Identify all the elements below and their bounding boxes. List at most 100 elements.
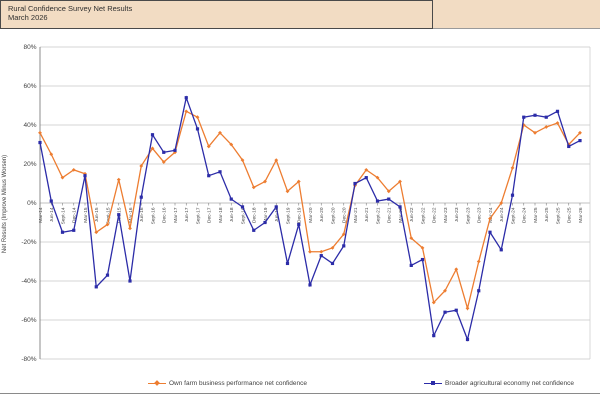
data-point-marker <box>240 158 245 162</box>
x-tick-label: Dec-18 <box>252 207 258 223</box>
x-tick-label: Sept-14 <box>60 207 66 224</box>
x-tick-label: Dec-14 <box>72 207 78 223</box>
data-point-marker <box>94 230 99 235</box>
data-point-marker <box>432 334 436 338</box>
data-point-marker <box>184 109 189 114</box>
data-point-marker <box>150 133 155 137</box>
x-tick-label: Mar-20 <box>308 207 314 223</box>
x-tick-label: Dec-16 <box>162 207 168 223</box>
data-point-marker <box>476 259 481 264</box>
x-tick-label: Jun-21 <box>364 207 370 222</box>
data-point-marker <box>319 254 323 258</box>
legend-label-own-farm: Own farm business performance net confid… <box>169 379 308 387</box>
data-point-marker <box>206 144 211 149</box>
data-point-marker <box>195 115 200 120</box>
data-point-marker <box>195 127 200 131</box>
data-point-marker <box>386 189 391 194</box>
data-point-marker <box>263 179 267 184</box>
y-axis-title: Net Results (Improve Minus Worsen) <box>2 154 8 254</box>
y-tick-label: 80% <box>23 44 36 51</box>
x-tick-label: Jun-18 <box>229 207 235 222</box>
data-point-marker <box>398 205 402 209</box>
x-tick-label: Mar-23 <box>443 207 449 223</box>
x-tick-label: Sept-20 <box>330 207 336 224</box>
x-tick-label: Sept-23 <box>465 207 471 224</box>
data-point-marker <box>454 308 458 312</box>
data-point-marker <box>555 109 560 113</box>
x-tick-label: Dec-24 <box>522 207 528 223</box>
x-tick-label: Jun-14 <box>49 207 55 222</box>
x-tick-label: Mar-25 <box>533 207 539 223</box>
data-point-marker <box>488 230 492 234</box>
data-point-marker <box>555 121 560 125</box>
data-point-marker <box>465 337 470 342</box>
x-tick-label: Jun-17 <box>184 207 190 222</box>
data-point-marker <box>72 228 76 232</box>
x-tick-label: Dec-17 <box>207 207 213 223</box>
data-point-marker <box>128 279 132 283</box>
x-tick-label: Jun-22 <box>409 207 415 222</box>
data-point-marker <box>117 213 121 217</box>
x-tick-label: Sept-24 <box>510 207 516 224</box>
data-point-marker <box>533 130 537 135</box>
x-tick-label: Sept-19 <box>285 207 291 224</box>
x-tick-label: Dec-25 <box>567 207 573 223</box>
data-point-marker <box>342 244 346 248</box>
data-point-marker <box>297 222 301 227</box>
data-point-marker <box>454 267 459 272</box>
x-tick-label: Sept-17 <box>195 207 201 224</box>
x-tick-label: Dec-22 <box>432 207 438 223</box>
x-tick-label: Mar-26 <box>578 207 584 223</box>
data-point-marker <box>409 263 413 267</box>
y-tick-label: -60% <box>21 317 36 324</box>
x-tick-label: Sept-15 <box>105 207 111 224</box>
chart-subtitle: March 2026 <box>8 13 48 22</box>
data-point-marker <box>364 167 369 172</box>
data-point-marker <box>173 150 177 155</box>
x-tick-label: Jun-24 <box>499 207 505 222</box>
x-tick-label: Jun-23 <box>454 207 460 222</box>
legend-label-broader-ag: Broader agricultural economy net confide… <box>445 379 574 387</box>
data-point-marker <box>465 306 470 311</box>
x-tick-label: Dec-19 <box>297 207 303 223</box>
y-tick-label: 0% <box>27 200 37 207</box>
data-point-marker <box>319 249 324 254</box>
x-tick-label: Dec-21 <box>387 207 393 223</box>
data-point-marker <box>285 189 290 194</box>
data-point-marker <box>285 261 290 266</box>
data-point-marker <box>105 222 110 227</box>
data-point-marker <box>49 152 54 157</box>
x-tick-label: Mar-19 <box>263 207 269 223</box>
legend-marker-own-farm <box>148 379 166 387</box>
data-point-marker <box>94 285 98 289</box>
x-tick-label: Sept-16 <box>150 207 156 224</box>
y-tick-label: -80% <box>21 356 36 363</box>
x-tick-label: Sept-18 <box>240 207 246 224</box>
x-tick-label: Mar-22 <box>398 207 404 223</box>
data-point-marker <box>499 248 503 252</box>
data-point-marker <box>83 174 87 178</box>
y-tick-label: -20% <box>21 239 36 246</box>
data-point-marker <box>431 300 436 305</box>
data-point-marker <box>60 175 65 180</box>
data-point-marker <box>139 164 144 168</box>
x-tick-label: Sept-22 <box>420 207 426 224</box>
data-point-marker <box>229 142 234 147</box>
data-point-marker <box>409 236 414 240</box>
data-point-marker <box>173 148 177 152</box>
data-point-marker <box>544 125 549 129</box>
x-tick-label: Jun-20 <box>319 207 325 222</box>
data-point-marker <box>398 179 402 184</box>
x-tick-label: Sept-25 <box>555 207 561 224</box>
y-tick-label: -40% <box>21 278 36 285</box>
data-point-marker <box>150 146 155 151</box>
chart-bottom-border <box>0 393 600 394</box>
data-point-marker <box>477 289 481 293</box>
x-tick-label: Jun-15 <box>94 207 100 222</box>
data-point-marker <box>274 158 279 162</box>
legend-item-broader-ag: Broader agricultural economy net confide… <box>424 378 574 388</box>
data-point-marker <box>420 245 425 250</box>
chart-title-box: Rural Confidence Survey Net Results Marc… <box>0 0 433 29</box>
data-point-marker <box>533 113 537 117</box>
